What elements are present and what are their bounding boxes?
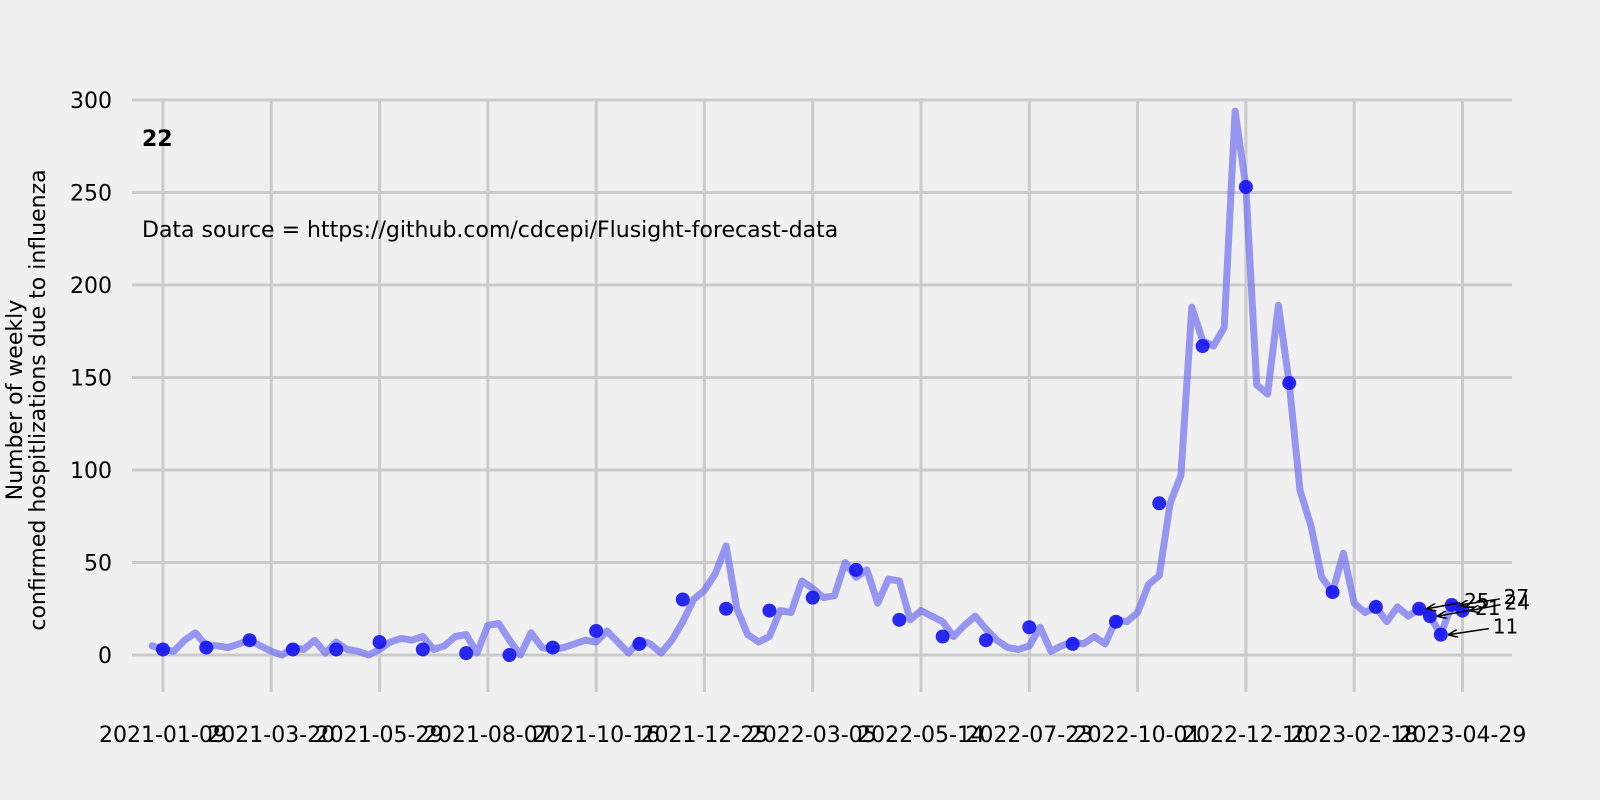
x-tick-label: 2022-10-01	[1074, 723, 1202, 748]
series-layer	[148, 107, 1470, 662]
y-axis-label: Number of weekly confirmed hospitlizatio…	[3, 169, 51, 630]
data-point	[1152, 496, 1167, 511]
x-tick-label: 2022-07-23	[965, 723, 1093, 748]
y-axis-label-line-1: Number of weekly	[3, 300, 28, 501]
data-point	[502, 648, 517, 662]
data-point	[1065, 636, 1080, 651]
data-point	[1282, 376, 1297, 391]
data-point	[762, 603, 777, 618]
data-point	[935, 629, 950, 644]
y-tick-label: 50	[84, 552, 112, 577]
y-tick-label: 100	[70, 459, 112, 484]
panel-label: 22	[142, 127, 173, 152]
data-point	[155, 642, 170, 657]
data-point	[1325, 585, 1340, 600]
data-point	[719, 601, 734, 616]
x-tick-label: 2021-01-09	[99, 723, 227, 748]
data-point	[1238, 179, 1253, 194]
y-axis-label-line-2: confirmed hospitlizations due to influen…	[26, 169, 51, 630]
data-point	[199, 640, 214, 655]
data-point	[372, 635, 387, 650]
data-point	[1195, 339, 1210, 354]
x-tick-label: 2021-03-20	[207, 723, 335, 748]
x-tick-label: 2022-05-14	[857, 723, 985, 748]
y-tick-label: 300	[70, 89, 112, 114]
data-point	[415, 642, 430, 657]
annotation-arrow	[1449, 627, 1489, 635]
data-point	[675, 592, 690, 607]
series-line	[148, 107, 1466, 659]
data-point	[459, 646, 474, 661]
x-tick-label: 2021-08-07	[424, 723, 552, 748]
data-point	[1423, 609, 1438, 624]
data-point	[805, 590, 820, 605]
x-tick-label: 2023-02-18	[1290, 723, 1418, 748]
data-point	[1433, 627, 1448, 642]
annotation-arrow	[1438, 609, 1472, 616]
x-tick-label: 2021-05-29	[316, 723, 444, 748]
annotation-arrow	[1470, 603, 1501, 611]
y-tick-label: 200	[70, 274, 112, 299]
annotation-label: 27	[1504, 585, 1529, 609]
x-tick-label: 2022-03-05	[749, 723, 877, 748]
data-point	[892, 612, 907, 627]
x-tick-label: 2021-10-16	[532, 723, 660, 748]
data-point	[589, 623, 604, 638]
x-tick-label: 2023-04-29	[1399, 723, 1527, 748]
data-point	[1412, 601, 1427, 616]
annotation-label: 11	[1493, 615, 1518, 639]
data-point	[329, 642, 344, 657]
data-point	[1108, 614, 1123, 629]
data-point	[285, 642, 300, 657]
y-tick-label: 150	[70, 367, 112, 392]
x-tick-label: 2021-12-25	[640, 723, 768, 748]
data-point	[849, 562, 864, 577]
data-point	[1022, 620, 1037, 635]
y-tick-label: 0	[98, 644, 112, 669]
data-point	[545, 640, 560, 655]
y-tick-label: 250	[70, 182, 112, 207]
annotation-arrow	[1460, 598, 1500, 605]
annotation-label: 24	[1504, 591, 1529, 615]
data-point	[1368, 599, 1383, 614]
annotation-arrow	[1427, 602, 1461, 609]
data-point	[632, 636, 647, 651]
data-point	[242, 633, 257, 648]
data-source-note: Data source = https://github.com/cdcepi/…	[142, 218, 838, 243]
data-point	[978, 633, 993, 648]
tick-labels: 0501001502002503002021-01-092021-03-2020…	[70, 89, 1526, 748]
x-tick-label: 2022-12-10	[1182, 723, 1310, 748]
